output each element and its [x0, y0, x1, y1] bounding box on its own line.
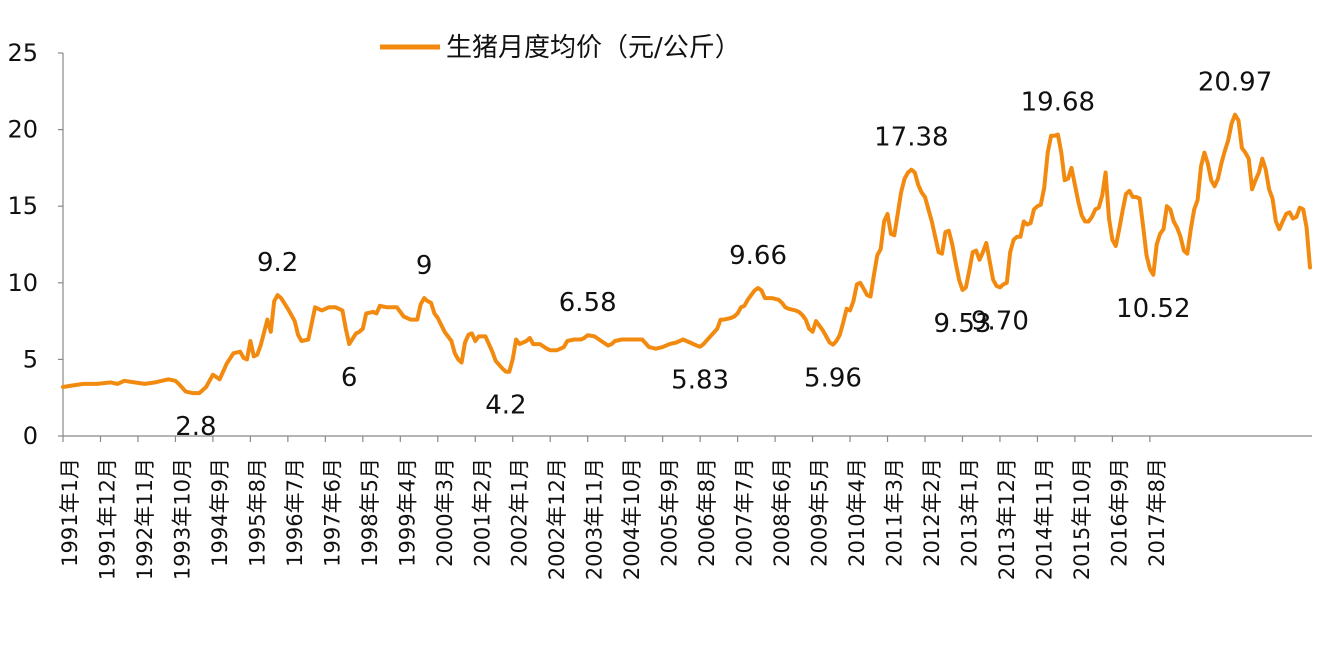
x-tick-label: 1992年11月	[133, 458, 157, 580]
series-line-hog-price	[61, 112, 1312, 396]
x-tick-label: 2009年5月	[808, 458, 832, 567]
x-tick-label: 2003年11月	[583, 458, 607, 580]
x-tick-label: 1993年10月	[170, 458, 194, 580]
y-tick-label: 0	[23, 422, 38, 450]
data-label: 9	[416, 251, 433, 281]
data-label: 10.52	[1116, 294, 1190, 324]
x-tick-label: 2011年3月	[883, 458, 907, 567]
x-tick-label: 2001年2月	[470, 458, 494, 567]
data-label: 6	[341, 363, 358, 393]
x-tick-label: 2013年1月	[957, 458, 981, 567]
x-tick-label: 2016年9月	[1107, 458, 1131, 567]
data-labels: 2.8 9.2 6 9 4.2 6.58 5.83 9.66 5.96 17.38 9.539.70…	[175, 68, 1272, 442]
x-tick-label: 2017年8月	[1145, 458, 1169, 567]
data-label: 17.38	[874, 123, 948, 153]
x-tick-label: 1994年9月	[208, 458, 232, 567]
x-tick-label: 1998年5月	[358, 458, 382, 567]
data-label: 9.70	[971, 306, 1029, 336]
x-tick-label: 2000年3月	[433, 458, 457, 567]
x-tick-label: 2004年10月	[620, 458, 644, 580]
x-tick-label: 1996年7月	[283, 458, 307, 567]
data-label: 20.97	[1198, 68, 1272, 98]
x-tick-label: 1991年1月	[58, 458, 82, 567]
x-tick-label: 2006年8月	[695, 458, 719, 567]
legend-label: 生猪月度均价（元/公斤）	[446, 33, 741, 63]
x-tick-label: 2007年7月	[733, 458, 757, 567]
data-label: 6.58	[559, 288, 617, 318]
x-tick-label: 2008年6月	[770, 458, 794, 567]
data-label: 2.8	[175, 412, 216, 442]
data-label: 19.68	[1021, 88, 1095, 118]
data-label: 4.2	[485, 391, 526, 421]
data-label: 9.66	[729, 241, 787, 271]
x-tick-label: 2002年12月	[545, 458, 569, 580]
x-tick-label: 1999年4月	[395, 458, 419, 567]
y-tick-label: 20	[7, 116, 38, 144]
x-tick-label: 2015年10月	[1070, 458, 1094, 580]
y-axis-ticks: 0 5 10 15 20 25	[7, 39, 63, 450]
data-label: 9.53	[934, 309, 992, 339]
x-tick-label: 1995年8月	[245, 458, 269, 567]
x-tick-label: 2002年1月	[508, 458, 532, 567]
data-label: 5.83	[671, 366, 729, 396]
x-tick-label: 2013年12月	[995, 458, 1019, 580]
x-tick-label: 2012年2月	[920, 458, 944, 567]
y-tick-label: 10	[7, 269, 38, 297]
data-label: 9.2	[257, 248, 298, 278]
x-axis-ticks: 1991年1月 1991年12月 1992年11月 1993年10月 1994年9月 19…	[58, 436, 1169, 580]
legend: 生猪月度均价（元/公斤）	[380, 33, 741, 63]
x-tick-label: 1991年12月	[95, 458, 119, 580]
y-tick-label: 5	[23, 345, 38, 373]
x-tick-label: 2014年11月	[1032, 458, 1056, 580]
y-tick-label: 15	[7, 192, 38, 220]
x-tick-label: 1997年6月	[320, 458, 344, 567]
x-tick-label: 2005年9月	[658, 458, 682, 567]
data-label: 5.96	[804, 364, 862, 394]
x-tick-label: 2010年4月	[845, 458, 869, 567]
y-tick-label: 25	[7, 39, 38, 67]
